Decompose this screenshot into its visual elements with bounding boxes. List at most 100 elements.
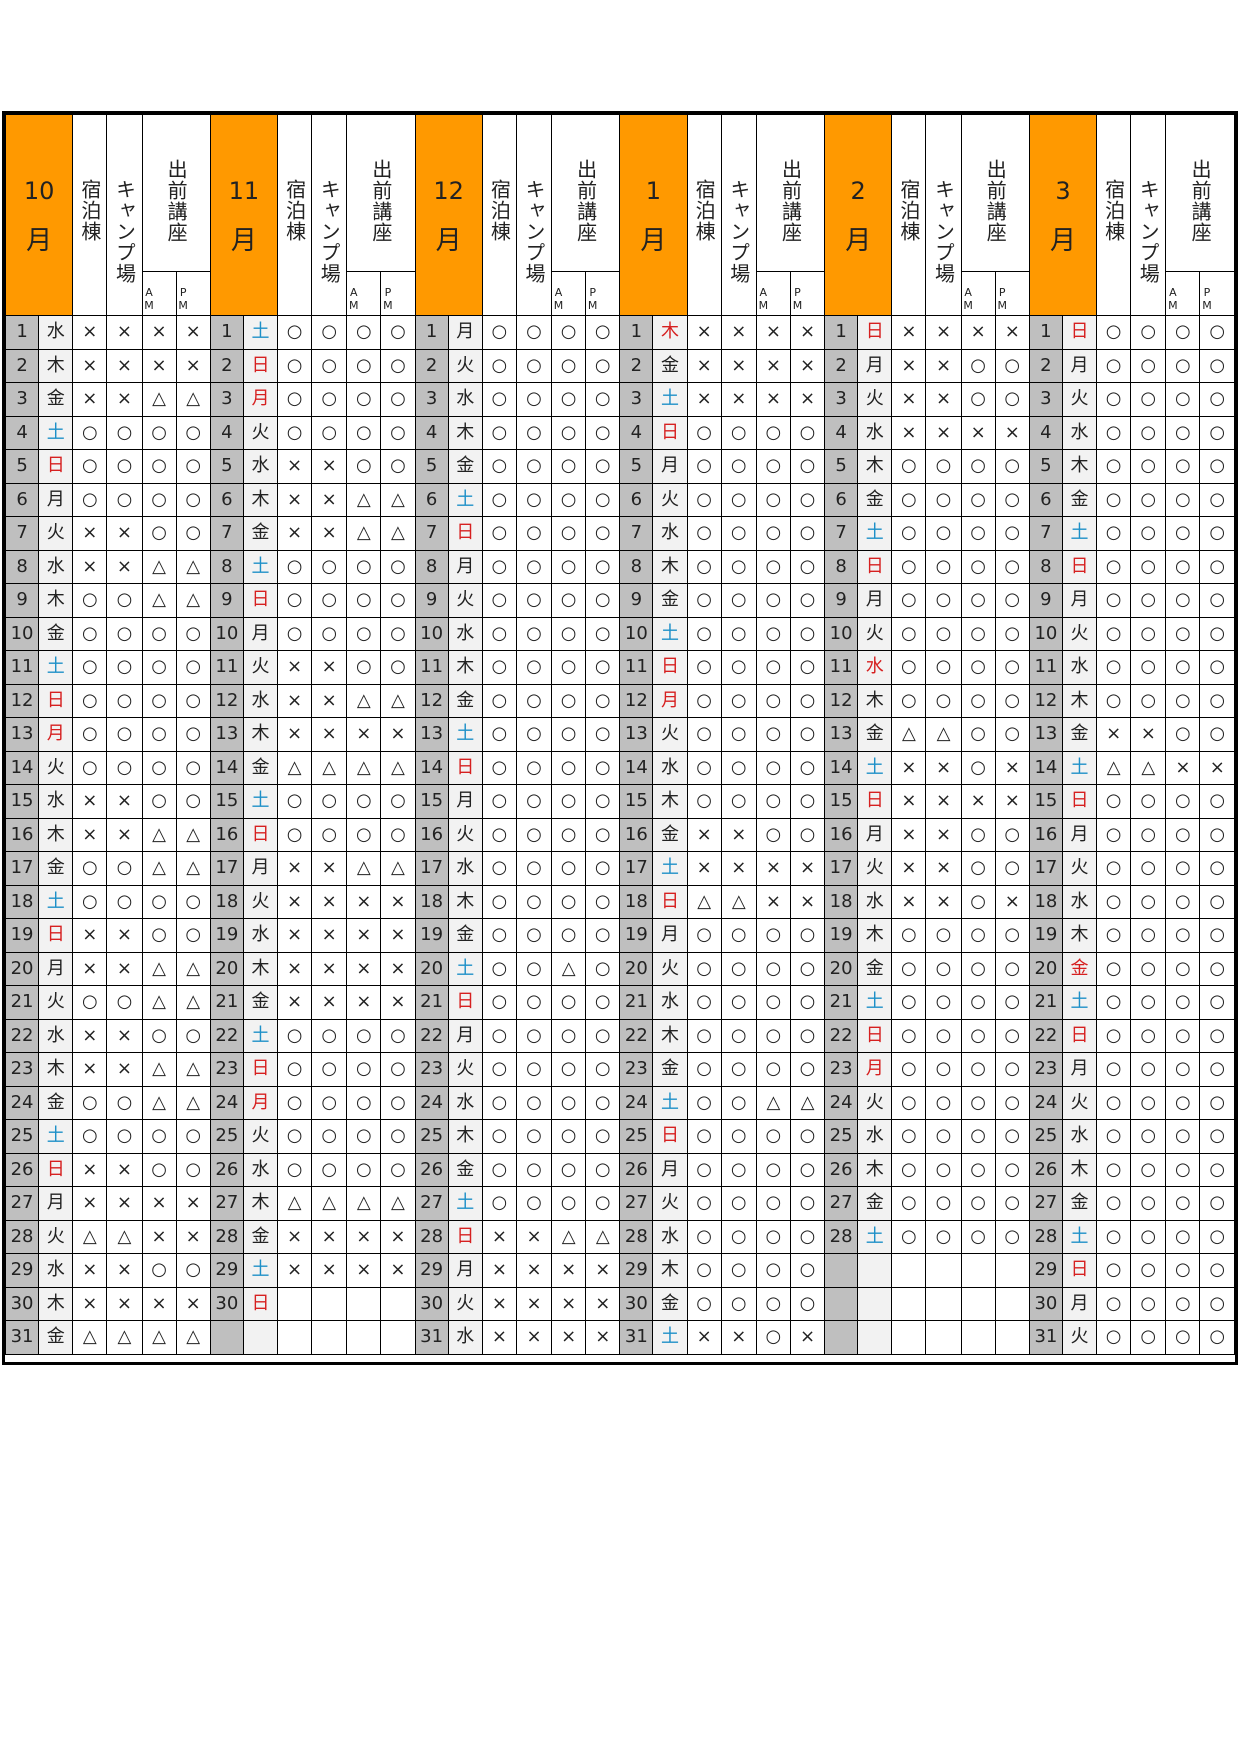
lecture-am-status: ○ <box>755 482 791 517</box>
camp-status: ○ <box>720 1052 757 1087</box>
lecture-pm-status: ○ <box>175 482 211 517</box>
day-of-week: 月 <box>1061 1052 1098 1087</box>
day-of-week: 日 <box>447 1219 483 1254</box>
day-of-week: 日 <box>38 918 74 953</box>
lodging-status: ○ <box>481 1119 517 1154</box>
lecture-label: 出前講座 <box>368 159 393 243</box>
lecture-pm-status: ○ <box>1199 884 1235 919</box>
lecture-pm-status: ○ <box>380 1152 416 1187</box>
day-number: 16 <box>1028 817 1063 852</box>
day-of-week: 月 <box>447 549 483 584</box>
lodging-status: ○ <box>481 348 517 383</box>
camp-label: キャンプ場 <box>726 179 751 284</box>
table-row: 27 月 × × × × 27 木 △ △ △ △ 27 土 ○ ○ ○ ○ 27 火 ○ ○ ○ ○ 27 金 ○ ○ ○ ○ 27 金 ○ ○… <box>4 1186 1235 1221</box>
am-header: AM <box>755 271 791 316</box>
lecture-pm-status: ○ <box>1199 683 1235 718</box>
day-number: 11 <box>619 650 654 685</box>
day-of-week: 月 <box>242 616 279 651</box>
lecture-am-status: ○ <box>755 784 791 819</box>
lecture-am-status: ○ <box>346 549 382 584</box>
lecture-am-status: ○ <box>960 449 996 484</box>
day-number: 1 <box>209 315 244 350</box>
lecture-am-status: ○ <box>551 985 587 1020</box>
camp-status: ○ <box>311 784 348 819</box>
camp-status: ○ <box>1130 1018 1167 1053</box>
day-of-week: 日 <box>652 884 688 919</box>
lecture-am-status: × <box>346 985 382 1020</box>
day-number: 4 <box>1028 415 1063 450</box>
camp-status: ○ <box>515 784 553 819</box>
day-of-week: 木 <box>242 1186 279 1221</box>
lodging-status: × <box>686 382 722 417</box>
lecture-am-status: × <box>755 348 791 383</box>
lodging-status: ○ <box>277 1018 313 1053</box>
camp-status: ○ <box>515 616 553 651</box>
lecture-am-status: ○ <box>1165 1152 1201 1187</box>
day-of-week: 火 <box>1061 1085 1098 1120</box>
lodging-status: ○ <box>686 415 722 450</box>
lecture-pm-status: ○ <box>585 315 621 350</box>
lecture-am-status: × <box>346 884 382 919</box>
lecture-pm-status: ○ <box>1199 1018 1235 1053</box>
lecture-pm-status: ○ <box>994 549 1030 584</box>
camp-status: × <box>515 1320 553 1355</box>
pm-header: PM <box>994 271 1030 316</box>
lecture-pm-status: ○ <box>585 951 621 986</box>
day-number: 31 <box>619 1320 654 1355</box>
lecture-pm-status: ○ <box>1199 985 1235 1020</box>
day-of-week: 月 <box>857 1052 893 1087</box>
day-number: 8 <box>619 549 654 584</box>
lodging-status: ○ <box>72 884 108 919</box>
camp-status: × <box>720 348 757 383</box>
lecture-pm-status: × <box>175 1186 211 1221</box>
day-of-week: 水 <box>447 616 483 651</box>
day-of-week: 木 <box>38 348 74 383</box>
lecture-pm-status: △ <box>175 583 211 618</box>
lodging-status: × <box>277 650 313 685</box>
lecture-am-status: ○ <box>755 717 791 752</box>
lecture-label: 出前講座 <box>164 159 189 243</box>
lecture-am-status: △ <box>551 951 587 986</box>
lodging-status: × <box>891 348 927 383</box>
lecture-am-status: ○ <box>346 1085 382 1120</box>
table-row: 23 木 × × △ △ 23 日 ○ ○ ○ ○ 23 火 ○ ○ ○ ○ 23 金 ○ ○ ○ ○ 23 月 ○ ○ ○ ○ 23 月 ○ ○… <box>4 1052 1235 1087</box>
day-number: 11 <box>414 650 449 685</box>
lecture-pm-status <box>380 1286 416 1321</box>
camp-status: ○ <box>106 583 143 618</box>
day-of-week: 水 <box>242 918 279 953</box>
lodging-status: △ <box>277 750 313 785</box>
day-of-week: 金 <box>1061 482 1098 517</box>
day-number: 16 <box>4 817 40 852</box>
table-row: 2 木 × × × × 2 日 ○ ○ ○ ○ 2 火 ○ ○ ○ ○ 2 金 × × × × 2 月 × × ○ ○ 2 月 ○ ○ ○ ○ <box>4 348 1235 383</box>
lecture-am-status: ○ <box>960 382 996 417</box>
lecture-am-status: ○ <box>755 1219 791 1254</box>
camp-status: △ <box>311 1186 348 1221</box>
day-of-week: 木 <box>857 918 893 953</box>
day-number: 10 <box>1028 616 1063 651</box>
day-number: 5 <box>209 449 244 484</box>
lecture-pm-status: × <box>175 1286 211 1321</box>
camp-status: ○ <box>1130 415 1167 450</box>
lecture-am-status: ○ <box>755 415 791 450</box>
day-of-week: 火 <box>652 717 688 752</box>
day-of-week: 土 <box>857 516 893 551</box>
camp-status: ○ <box>1130 482 1167 517</box>
lodging-status: ○ <box>891 1085 927 1120</box>
camp-status: × <box>925 750 962 785</box>
table-row: 11 土 ○ ○ ○ ○ 11 火 × × ○ ○ 11 木 ○ ○ ○ ○ 11 日 ○ ○ ○ ○ 11 水 ○ ○ ○ ○ 11 水 ○ ○… <box>4 650 1235 685</box>
day-number: 16 <box>619 817 654 852</box>
day-of-week: 水 <box>242 1152 279 1187</box>
lecture-pm-status: ○ <box>175 415 211 450</box>
lecture-header: 出前講座 <box>1165 114 1235 272</box>
day-number: 3 <box>209 382 244 417</box>
camp-header: キャンプ場 <box>720 114 757 316</box>
lecture-pm-status: ○ <box>789 784 826 819</box>
table-row: 14 火 ○ ○ ○ ○ 14 金 △ △ △ △ 14 日 ○ ○ ○ ○ 14 水 ○ ○ ○ ○ 14 土 × × ○ × 14 土 △ △… <box>4 750 1235 785</box>
camp-status: × <box>311 482 348 517</box>
day-of-week: 日 <box>1061 549 1098 584</box>
day-of-week: 金 <box>1061 951 1098 986</box>
day-of-week: 日 <box>242 348 279 383</box>
lodging-status <box>277 1286 313 1321</box>
lecture-pm-status: △ <box>789 1085 826 1120</box>
lodging-status: ○ <box>1096 415 1132 450</box>
